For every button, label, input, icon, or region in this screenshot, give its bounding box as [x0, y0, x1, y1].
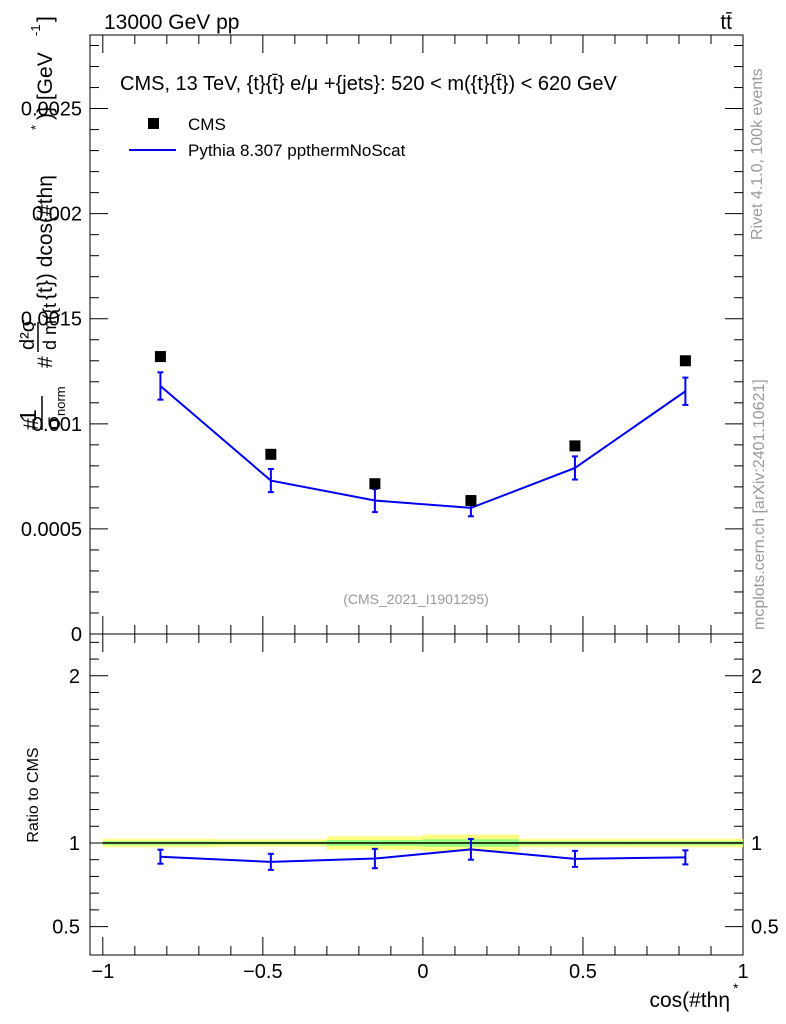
ylabel-unit: )} [GeV: [34, 52, 57, 120]
main-ytick-label: 0.001: [32, 414, 82, 436]
ratio-ytick-label-left: 1: [69, 833, 80, 855]
plot-title: CMS, 13 TeV, {t}{t̄} e/μ +{jets}: 520 < …: [120, 73, 618, 95]
main-cms-point: [569, 440, 581, 452]
main-y-axis-label: # 1 σ norm # d²σ d m({t {t}) dcos(#thη *…: [15, 16, 68, 430]
ylabel-d2sigma: d²σ: [17, 319, 39, 350]
ylabel-hash: #: [20, 418, 43, 430]
main-pythia-series: [157, 371, 689, 518]
ratio-ytick-label-right: 1: [751, 833, 762, 855]
main-ytick-label: 0.0005: [21, 519, 82, 541]
main-cms-point: [265, 448, 277, 460]
ratio-pythia-series: [157, 837, 689, 871]
main-cms-point: [369, 478, 381, 490]
x-axis-label-star: *: [733, 980, 739, 996]
analysis-watermark: (CMS_2021_I1901295): [343, 591, 489, 607]
ratio-y-tick-labels: 0.5 0.5 1 1 2 2: [52, 666, 779, 939]
x-tick-label: −1: [91, 961, 114, 983]
x-tick-label: 0.5: [569, 961, 597, 983]
main-ytick-label: 0.0015: [21, 309, 82, 331]
rivet-version-label: Rivet 4.1.0, 100k events: [749, 68, 766, 240]
ylabel-norm: norm: [53, 386, 68, 416]
main-y-tick-labels: 0 0.0005 0.001 0.0015 0.002 0.0025: [21, 99, 82, 646]
x-tick-labels: −1 −0.5 0 0.5 1: [91, 961, 748, 983]
x-axis-label: cos(#thη: [649, 989, 730, 1012]
header-energy: 13000 GeV pp: [104, 11, 239, 34]
ylabel-exponent: -1: [28, 24, 43, 36]
legend-cms-label: CMS: [188, 115, 226, 134]
x-tick-label: −0.5: [243, 961, 282, 983]
legend: CMS Pythia 8.307 ppthermNoScat: [129, 115, 406, 160]
ratio-ytick-label-left: 0.5: [52, 917, 80, 939]
main-cms-point: [679, 355, 691, 367]
ratio-ytick-label-right: 0.5: [751, 917, 779, 939]
x-tick-label: 1: [737, 961, 748, 983]
header-process: tt̄: [720, 11, 732, 34]
ylabel-one: 1: [15, 409, 41, 422]
main-cms-series: [154, 351, 691, 507]
main-axis-ticks: [90, 35, 744, 635]
ratio-pythia-line: [160, 848, 686, 863]
ylabel-dcos: {t}) dcos(#thη: [34, 175, 57, 300]
ylabel-star: *: [28, 125, 43, 130]
main-ytick-label: 0.0025: [21, 99, 82, 121]
ratio-axis-ticks: [90, 634, 744, 955]
ratio-ytick-label-left: 2: [69, 666, 80, 688]
main-cms-point: [465, 495, 477, 507]
main-ytick-label: 0: [71, 624, 82, 646]
ylabel-sigma: σ: [42, 417, 65, 430]
ratio-plot-frame: [89, 633, 744, 956]
mcplots-label: mcplots.cern.ch [arXiv:2401.10621]: [751, 379, 768, 630]
legend-pythia-label: Pythia 8.307 ppthermNoScat: [188, 141, 406, 160]
main-cms-point: [154, 351, 166, 363]
x-tick-label: 0: [417, 961, 428, 983]
ylabel-hash2: #: [34, 356, 57, 368]
ylabel-bracket: ]: [34, 16, 57, 22]
main-ytick-label: 0.002: [32, 204, 82, 226]
ratio-y-axis-label: Ratio to CMS: [25, 747, 42, 842]
ratio-ytick-label-right: 2: [751, 666, 762, 688]
main-pythia-line: [159, 385, 686, 509]
legend-cms-marker: [148, 118, 159, 129]
ylabel-dm: d m({t: [40, 303, 60, 350]
